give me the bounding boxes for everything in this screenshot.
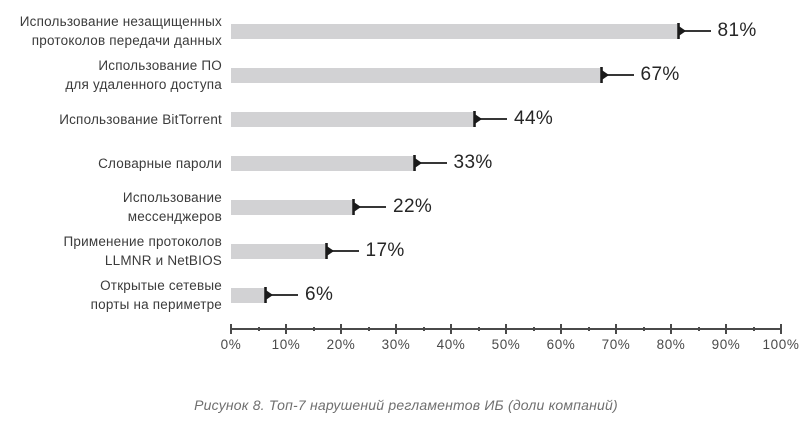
category-label: Словарные пароли [98, 155, 222, 171]
category-label: Использование незащищенных протоколов пе… [19, 14, 222, 48]
bar [231, 155, 413, 171]
value-label: 67% [640, 64, 680, 85]
bar [231, 67, 600, 83]
whisker-pointer-icon [676, 23, 711, 39]
bar [231, 243, 325, 259]
x-axis-major-tick [450, 324, 452, 334]
bar-row: Использование ПО для удаленного доступа 6… [0, 53, 812, 97]
bar-plot-area: 67% [231, 64, 812, 86]
bar-row: Открытые сетевые порты на периметре 6% [0, 273, 812, 317]
bar-row: Использование незащищенных протоколов пе… [0, 9, 812, 53]
whisker-pointer-icon [324, 243, 359, 259]
category-label: Использование BitTorrent [59, 111, 222, 127]
x-axis-minor-tick [587, 327, 590, 331]
x-axis-tick-label: 90% [711, 337, 741, 352]
x-axis-major-tick [340, 324, 342, 334]
whisker-pointer-icon [473, 111, 507, 127]
bar-plot-area: 17% [231, 240, 812, 262]
whisker-pointer-icon [412, 155, 447, 171]
bar-plot-area: 81% [231, 20, 812, 42]
x-axis-tick-label: 0% [220, 337, 242, 352]
x-axis-major-tick [560, 324, 562, 334]
bar-row: Применение протоколов LLMNR и NetBIOS 17% [0, 229, 812, 273]
bar [231, 111, 473, 127]
x-axis-major-tick [670, 324, 672, 334]
x-axis-major-tick [725, 324, 727, 334]
bar-row: Использование BitTorrent 44% [0, 97, 812, 141]
x-axis-tick-label: 50% [491, 337, 521, 352]
x-axis-minor-tick [752, 327, 755, 331]
bar-row: Использование мессенджеров 22% [0, 185, 812, 229]
x-axis-tick-label: 10% [271, 337, 301, 352]
value-label: 44% [514, 108, 554, 129]
whisker-pointer-icon [599, 67, 634, 83]
bar-plot-area: 33% [231, 152, 812, 174]
x-axis-minor-tick [642, 327, 645, 331]
x-axis-tick-label: 70% [601, 337, 631, 352]
value-label: 17% [365, 240, 405, 261]
whisker-pointer-icon [264, 287, 298, 303]
value-label: 33% [453, 152, 493, 173]
x-axis-major-tick [285, 324, 287, 334]
category-label: Применение протоколов LLMNR и NetBIOS [63, 234, 222, 268]
x-axis-tick-label: 30% [381, 337, 411, 352]
value-label: 81% [717, 20, 757, 41]
bar-plot-area: 44% [231, 108, 812, 130]
value-label: 6% [305, 284, 334, 305]
x-axis-minor-tick [422, 327, 425, 331]
bar-plot-area: 22% [231, 196, 812, 218]
x-axis-tick-label: 20% [326, 337, 356, 352]
bar [231, 287, 264, 303]
x-axis-tick-label: 60% [546, 337, 576, 352]
x-axis-tick-label: 80% [656, 337, 686, 352]
x-axis-major-tick [395, 324, 397, 334]
x-axis-minor-tick [477, 327, 480, 331]
x-axis-major-tick [230, 324, 232, 334]
category-label: Открытые сетевые порты на периметре [90, 278, 222, 312]
x-axis-major-tick [780, 324, 782, 334]
bar [231, 199, 352, 215]
bar-rows: Использование незащищенных протоколов пе… [0, 9, 812, 317]
figure-caption: Рисунок 8. Топ-7 нарушений регламентов И… [194, 397, 618, 413]
x-axis-tick-label: 40% [436, 337, 466, 352]
value-label: 22% [393, 196, 433, 217]
bar-plot-area: 6% [231, 284, 812, 306]
category-label: Использование ПО для удаленного доступа [65, 58, 222, 92]
x-axis-minor-tick [367, 327, 370, 331]
bar-row: Словарные пароли 33% [0, 141, 812, 185]
bar [231, 23, 677, 39]
x-axis-minor-tick [312, 327, 315, 331]
x-axis-major-tick [505, 324, 507, 334]
x-axis-minor-tick [257, 327, 260, 331]
x-axis-minor-tick [697, 327, 700, 331]
x-axis-tick-label: 100% [762, 337, 800, 352]
x-axis: 0% 10% 20% 30% 40% 50% 60% 70% 80% 90% 100% [221, 324, 799, 352]
whisker-pointer-icon [352, 199, 386, 215]
category-label: Использование мессенджеров [122, 190, 222, 224]
x-axis-minor-tick [532, 327, 535, 331]
x-axis-major-tick [615, 324, 617, 334]
